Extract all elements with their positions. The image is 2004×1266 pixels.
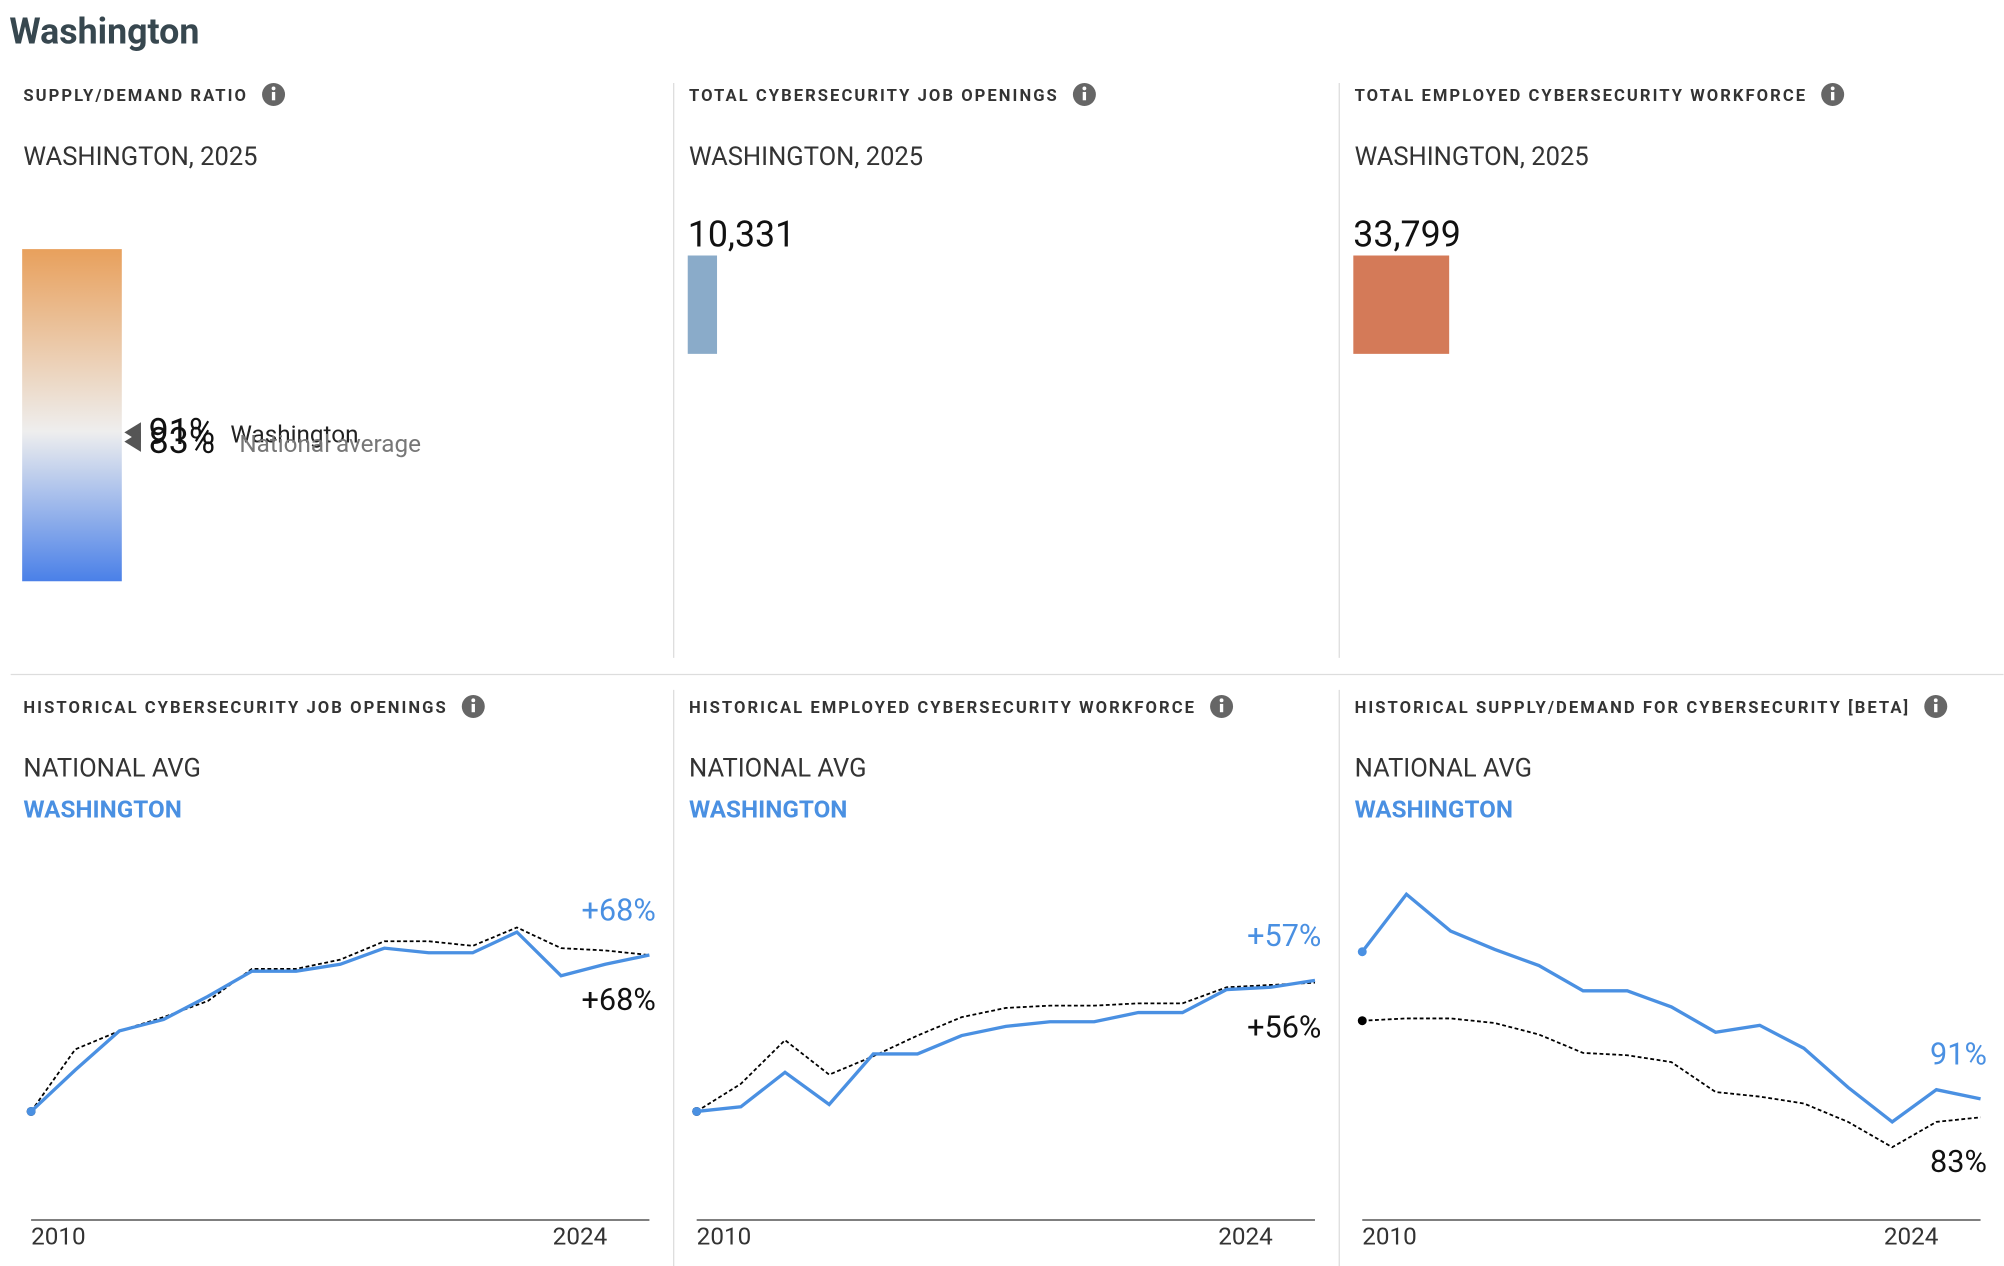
card-title: SUPPLY/DEMAND RATIO: [23, 87, 248, 106]
info-icon-stem: [1082, 91, 1087, 101]
ratio-gradient: [22, 249, 122, 582]
card-subtitle: WASHINGTON, 2025: [689, 142, 923, 172]
series-line: [30, 926, 650, 1112]
card-subtitle: WASHINGTON, 2025: [23, 142, 257, 172]
start-dot: [26, 1106, 36, 1116]
legend-national: NATIONAL AVG: [1355, 754, 1532, 784]
x-tick-label: 2024: [1884, 1221, 1939, 1250]
start-dot: [1357, 1016, 1367, 1026]
info-icon-dot: [1082, 86, 1087, 91]
info-icon-stem: [1831, 91, 1835, 101]
series-line: [1362, 1017, 1981, 1149]
series-line: [29, 930, 650, 1113]
series-line: [1360, 891, 1981, 1124]
x-tick-label: 2010: [31, 1221, 86, 1250]
end-label: 83%: [1930, 1145, 1987, 1180]
end-label: +57%: [1247, 919, 1321, 954]
info-icon-stem: [1934, 703, 1938, 713]
card-subtitle: WASHINGTON, 2025: [1355, 142, 1589, 172]
x-tick-label: 2024: [1218, 1221, 1273, 1250]
card-title: HISTORICAL SUPPLY/DEMAND FOR CYBERSECURI…: [1355, 699, 1911, 718]
start-dot: [1357, 947, 1367, 957]
series-line: [696, 978, 1316, 1114]
legend-state: WASHINGTON: [23, 795, 181, 824]
info-icon-dot: [1933, 698, 1938, 703]
ratio-value: 83%: [149, 420, 215, 462]
total-bar: [1353, 255, 1450, 354]
info-icon-dot: [1830, 86, 1835, 91]
info-icon-stem: [271, 91, 276, 101]
x-tick-label: 2024: [553, 1221, 608, 1250]
end-label: +56%: [1247, 1011, 1321, 1046]
ratio-value: 91%: [149, 411, 215, 453]
page-title: Washington: [9, 10, 199, 52]
ratio-label: Washington: [230, 420, 358, 449]
card-title: HISTORICAL CYBERSECURITY JOB OPENINGS: [23, 699, 447, 718]
legend-state: WASHINGTON: [689, 795, 847, 824]
info-icon-dot: [271, 86, 276, 91]
total-bar: [687, 255, 718, 354]
start-dot: [692, 1106, 702, 1116]
card-title: HISTORICAL EMPLOYED CYBERSECURITY WORKFO…: [689, 699, 1196, 718]
end-label: +68%: [582, 894, 656, 929]
total-value: 33,799: [1353, 214, 1461, 256]
card-title: TOTAL EMPLOYED CYBERSECURITY WORKFORCE: [1355, 87, 1808, 106]
end-label: 91%: [1930, 1037, 1987, 1072]
legend-national: NATIONAL AVG: [689, 754, 866, 784]
ratio-marker: [124, 431, 141, 452]
info-icon-dot: [471, 698, 476, 703]
x-tick-label: 2010: [697, 1221, 752, 1250]
series-line: [696, 981, 1316, 1113]
legend-state: WASHINGTON: [1355, 795, 1513, 824]
info-icon-stem: [1219, 703, 1224, 713]
legend-national: NATIONAL AVG: [23, 754, 200, 784]
card-title: TOTAL CYBERSECURITY JOB OPENINGS: [689, 87, 1059, 106]
info-icon-stem: [471, 703, 475, 713]
info-icon-dot: [1219, 698, 1224, 703]
end-label: +68%: [582, 983, 656, 1018]
x-tick-label: 2010: [1362, 1221, 1417, 1250]
ratio-label: National average: [239, 429, 421, 458]
total-value: 10,331: [688, 214, 796, 256]
